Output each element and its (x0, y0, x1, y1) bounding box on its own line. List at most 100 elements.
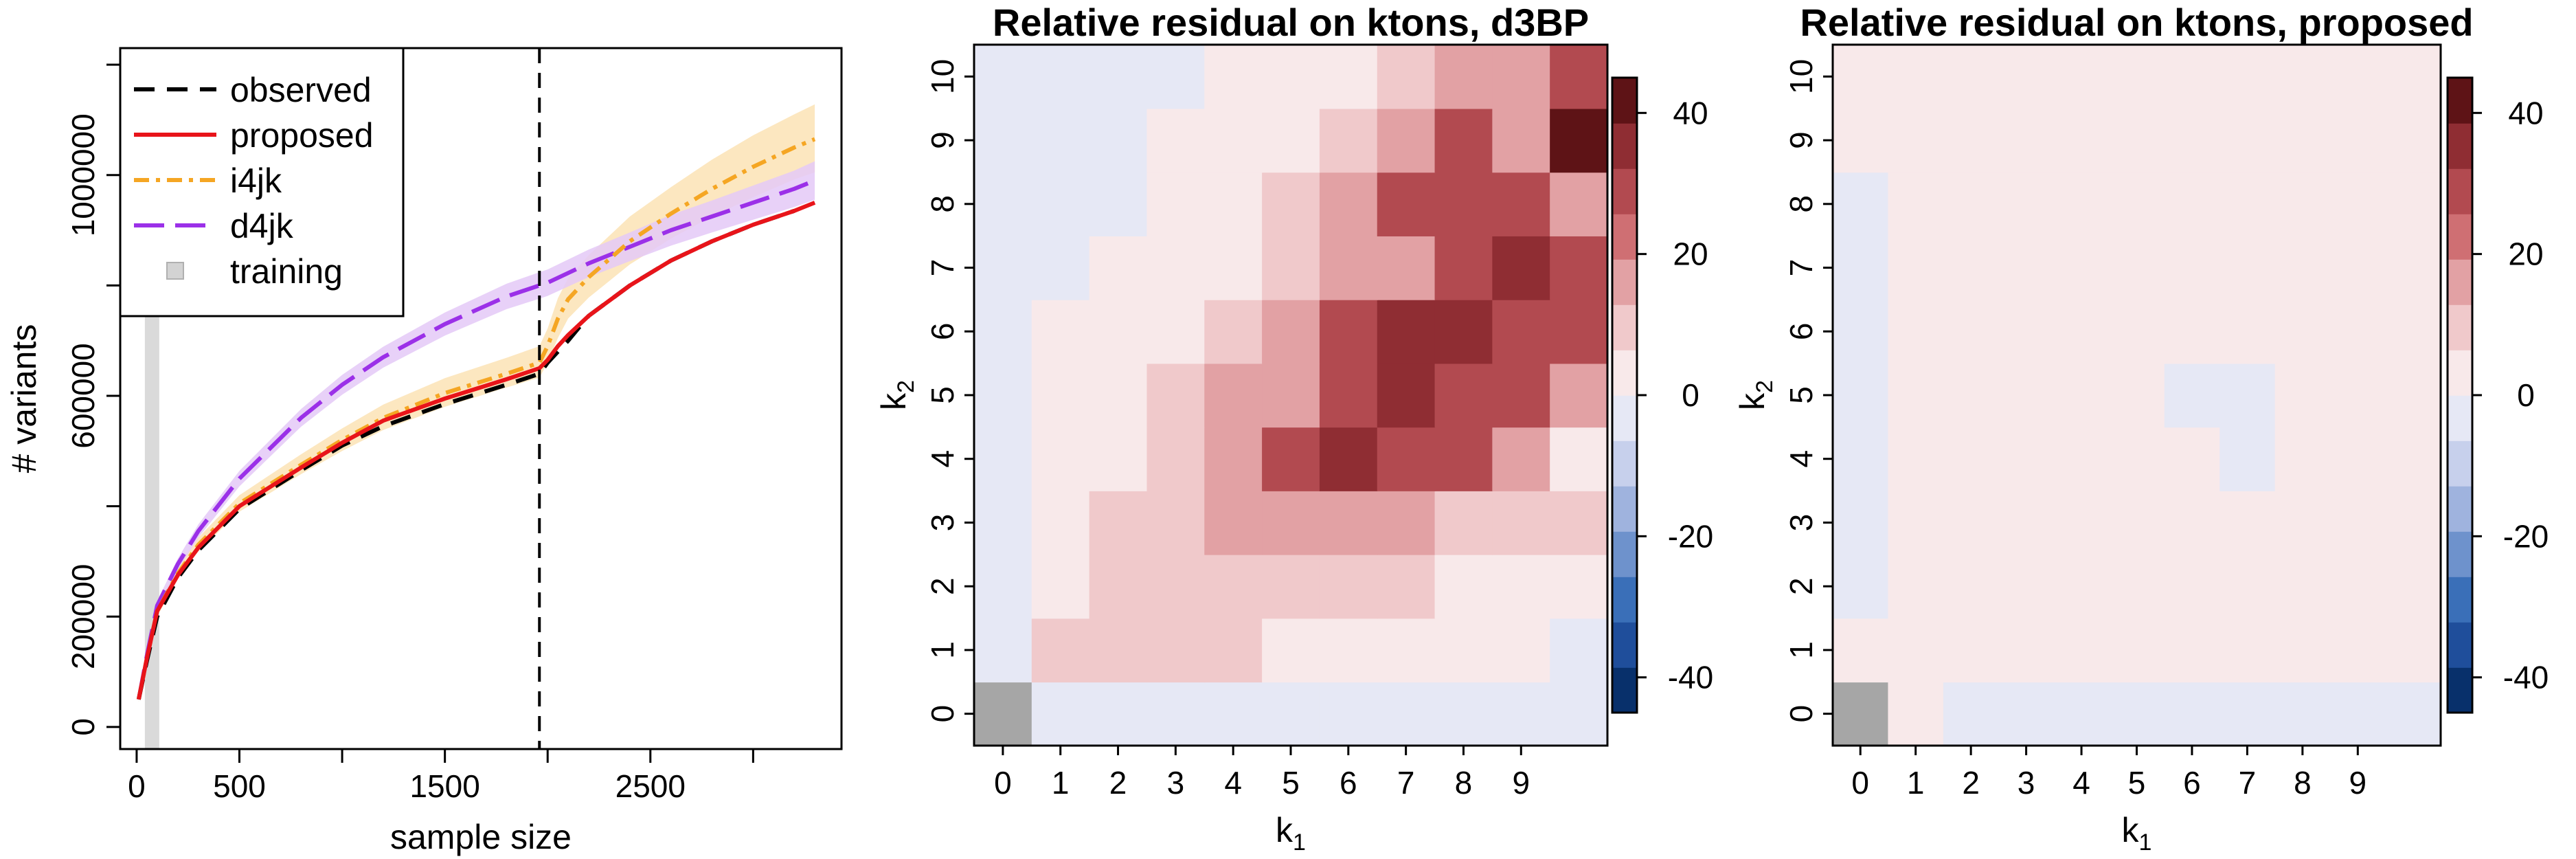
heatmap-cell (1319, 618, 1378, 683)
legend-label-observed: observed (230, 71, 372, 109)
heatmap-cell (2109, 108, 2165, 173)
heatmap-cell (1998, 554, 2055, 619)
heatmap-cell (2053, 299, 2110, 364)
heatmap-cell (2385, 45, 2441, 109)
legend-label-d4jk: d4jk (230, 207, 294, 245)
heatmap-cell (1204, 45, 1263, 109)
heatmap-cell (2109, 299, 2165, 364)
heatmap-cell (1888, 427, 1944, 491)
colorbar-tick-label: 20 (2508, 236, 2543, 272)
heatmap-cell (1943, 236, 2000, 300)
colorbar-swatch (1612, 531, 1637, 577)
heatmap-cell (2330, 363, 2386, 428)
heatmap-cell (2274, 363, 2331, 428)
heatmap-cell (2385, 554, 2441, 619)
heatmap-cell (974, 108, 1032, 173)
heatmap-cell (2219, 108, 2276, 173)
colorbar-tick-label: 40 (2508, 95, 2543, 131)
heatmap-cell (1833, 299, 1889, 364)
y-tick-label: 4 (1783, 450, 1819, 468)
heatmap-cell (2053, 363, 2110, 428)
heatmap-cell (1550, 682, 1608, 746)
heatmap-cell (1434, 618, 1493, 683)
x-tick-label: 4 (2072, 765, 2090, 801)
colorbar-swatch (2448, 78, 2472, 124)
heatmap-cell (2330, 172, 2386, 236)
heatmap-cell (1492, 427, 1550, 491)
heatmap-cell (2385, 236, 2441, 300)
heatmap-cell (1146, 618, 1206, 683)
x-axis-label-main: k (1276, 811, 1293, 849)
heatmap-cell (1434, 108, 1493, 173)
y-axis-label-main: k (874, 392, 913, 410)
colorbar-tick-label: 0 (2517, 377, 2535, 413)
colorbar-tick-label: -40 (1668, 660, 1713, 695)
heatmap-cell (1204, 682, 1263, 746)
heatmap-cell (2164, 682, 2220, 746)
colorbar-tick-label: -20 (2503, 518, 2549, 554)
y-tick-label: 200000 (65, 564, 101, 669)
series-line-d4jk (136, 179, 816, 700)
heatmap-cell (1888, 172, 1944, 236)
heatmap-cell (1434, 427, 1493, 491)
heatmap-cell (1492, 363, 1550, 428)
heatmap-cell (1146, 236, 1206, 300)
heatmap-cell (1943, 363, 2000, 428)
y-tick-label: 5 (1783, 386, 1819, 404)
heatmap-cell (1204, 299, 1263, 364)
heatmap-cell (1319, 299, 1378, 364)
heatmap-cell (1434, 299, 1493, 364)
heatmap-cell (2330, 682, 2386, 746)
colorbar-swatch (1612, 440, 1637, 487)
heatmap-cell (1031, 299, 1090, 364)
heatmap-cells (1833, 45, 2441, 746)
heatmap-cell (974, 363, 1032, 428)
heatmap-cell (1833, 491, 1889, 555)
colorbar-swatch (1612, 486, 1637, 532)
heatmap-cell (1319, 363, 1378, 428)
heatmap-cell (2164, 172, 2220, 236)
heatmap-cell (1492, 682, 1550, 746)
heatmap-cell (2385, 427, 2441, 491)
heatmap-cell (1262, 554, 1320, 619)
heatmap-cell (2109, 618, 2165, 683)
y-tick-label: 7 (1783, 259, 1819, 277)
heatmap-cell (1031, 172, 1090, 236)
heatmap-cell (1319, 682, 1378, 746)
heatmap-cell (2219, 618, 2276, 683)
y-axis-label: k2 (874, 380, 919, 410)
colorbar-swatch (2448, 622, 2472, 668)
heatmap-cell (1943, 427, 2000, 491)
heatmap-cell (1204, 108, 1263, 173)
y-tick-label: 3 (925, 514, 960, 532)
y-tick-label: 6 (1783, 322, 1819, 340)
heatmap-cell (1031, 108, 1090, 173)
heatmap-cell (2053, 618, 2110, 683)
heatmap-cell (2164, 618, 2220, 683)
heatmap-cell (2164, 491, 2220, 555)
y-tick-label: 9 (1783, 131, 1819, 149)
heatmap-cell (1377, 682, 1436, 746)
colorbar-swatch (2448, 531, 2472, 577)
y-tick-label: 10 (925, 59, 960, 94)
heatmap-cell (1434, 363, 1493, 428)
heatmap-cell (2219, 554, 2276, 619)
heatmap-cell (1319, 491, 1378, 555)
x-tick-label: 0 (1851, 765, 1869, 801)
heatmap-cell (1031, 45, 1090, 109)
heatmap-cell (1833, 618, 1889, 683)
heatmap-cell (2274, 108, 2331, 173)
heatmap-cell (1492, 45, 1550, 109)
chart-title: Relative residual on ktons, d3BP (993, 1, 1589, 44)
heatmap-cell (1319, 427, 1378, 491)
y-tick-label: 5 (925, 386, 960, 404)
heatmap-cell (1833, 236, 1889, 300)
heatmap-cell (1089, 45, 1148, 109)
heatmap-cell (2109, 682, 2165, 746)
heatmap-cell (1434, 491, 1493, 555)
heatmap-cell (2053, 236, 2110, 300)
y-axis-label: k2 (1733, 380, 1778, 410)
heatmap-cell (2274, 491, 2331, 555)
heatmap-cell (1888, 45, 1944, 109)
